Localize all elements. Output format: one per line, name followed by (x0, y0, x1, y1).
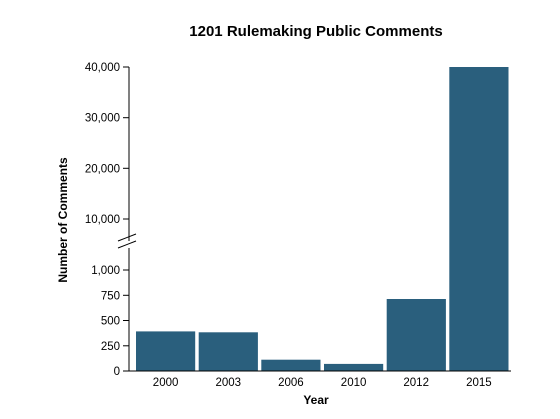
x-tick-label: 2003 (216, 377, 242, 389)
y-tick-label: 30,000 (85, 113, 120, 125)
y-tick-label: 750 (101, 290, 120, 302)
y-ticks-group: 0 250 500 750 1,000 10,000 20,000 30,000 40,000 (85, 62, 129, 378)
chart-title: 1201 Rulemaking Public Comments (189, 23, 442, 40)
y-tick-label: 20,000 (85, 163, 120, 175)
bar-2012 (386, 299, 446, 371)
x-tick-label: 2006 (278, 377, 304, 389)
y-tick-label: 250 (101, 341, 120, 353)
axis-break-mark (117, 233, 137, 249)
y-tick-label: 10,000 (85, 214, 120, 226)
y-tick-label: 0 (114, 366, 120, 378)
x-tick-label: 2010 (341, 377, 367, 389)
x-tick-label: 2000 (153, 377, 179, 389)
x-ticks-group: 2000 2003 2006 2010 2012 2015 (153, 377, 492, 389)
bars-group (136, 67, 509, 371)
bar-2000 (136, 331, 196, 371)
bar-2006 (261, 359, 321, 371)
y-tick-label: 500 (101, 316, 120, 328)
y-axis-label: Number of Comments (56, 157, 70, 283)
x-tick-label: 2012 (403, 377, 429, 389)
bar-2010 (324, 363, 384, 371)
y-tick-label: 40,000 (85, 62, 120, 74)
y-tick-label: 1,000 (91, 265, 120, 277)
x-axis-label: Year (303, 393, 329, 407)
y-axis (117, 67, 137, 371)
x-tick-label: 2015 (466, 377, 492, 389)
bar-2003 (198, 332, 258, 371)
bar-2015 (449, 67, 509, 371)
